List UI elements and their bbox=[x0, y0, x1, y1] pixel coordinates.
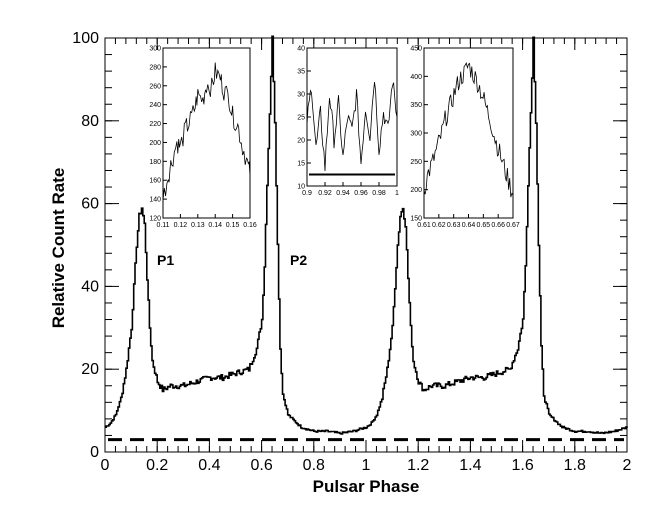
inset-y-tick-label: 350 bbox=[410, 102, 422, 109]
inset-y-tick-label: 250 bbox=[410, 159, 422, 166]
x-axis-title: Pulsar Phase bbox=[313, 477, 420, 496]
inset-y-tick-label: 140 bbox=[149, 197, 161, 204]
x-tick-label: 1.4 bbox=[459, 457, 481, 474]
inset-y-tick-label: 280 bbox=[149, 64, 161, 71]
inset-plot-1: 0.11 0.12 0.13 0.14 0.15 0.16 120 140 160 180 200 2… bbox=[149, 46, 257, 230]
inset-y-tick-label: 15 bbox=[297, 161, 305, 168]
inset-y-tick-label: 20 bbox=[297, 138, 305, 145]
inset-y-tick-label: 35 bbox=[297, 69, 305, 76]
y-tick-label: 80 bbox=[81, 113, 99, 130]
inset-y-tick-label: 220 bbox=[149, 121, 161, 128]
inset-plot-2: 0.9 0.92 0.94 0.96 0.98 1 10 15 20 25 30 35 40 bbox=[297, 46, 399, 198]
inset-y-tick-label: 10 bbox=[297, 184, 305, 191]
inset-y-tick-label: 30 bbox=[297, 92, 305, 99]
inset-x-tick-label: 0.63 bbox=[447, 222, 461, 229]
x-tick-label: 0 bbox=[101, 457, 110, 474]
inset-x-tick-label: 0.15 bbox=[226, 222, 240, 229]
inset-y-tick-label: 160 bbox=[149, 178, 161, 185]
inset-x-tick-label: 0.61 bbox=[417, 222, 431, 229]
x-tick-label: 1.8 bbox=[564, 457, 586, 474]
inset-x-tick-label: 0.98 bbox=[372, 190, 386, 197]
x-tick-label: 0.4 bbox=[198, 457, 220, 474]
y-axis-title: Relative Count Rate bbox=[49, 168, 68, 329]
y-tick-label: 20 bbox=[81, 361, 99, 378]
pulse-profile-series-line bbox=[105, 35, 628, 435]
inset-y-tick-label: 200 bbox=[149, 140, 161, 147]
inset-frame bbox=[423, 47, 514, 219]
inset-x-tick-label: 0.9 bbox=[302, 190, 312, 197]
inset-plots: 0.11 0.12 0.13 0.14 0.15 0.161201401601802002… bbox=[149, 46, 520, 230]
inset-x-tick-label: 0.13 bbox=[191, 222, 205, 229]
inset-y-tick-label: 400 bbox=[410, 74, 422, 81]
inset-x-tick-label: 1 bbox=[395, 190, 399, 197]
inset-x-tick-label: 0.67 bbox=[506, 222, 520, 229]
inset-x-tick-label: 0.65 bbox=[477, 222, 491, 229]
inset-frame bbox=[162, 47, 251, 219]
inset-x-tick-label: 0.92 bbox=[318, 190, 332, 197]
inset-series-line bbox=[306, 82, 398, 172]
inset-y-tick-label: 260 bbox=[149, 83, 161, 90]
peak-label-p2: P2 bbox=[290, 252, 307, 268]
inset-x-tick-label: 0.16 bbox=[243, 222, 257, 229]
inset-plot-3: 0.61 0.62 0.63 0.64 0.65 0.66 0.67 150 200 250 300… bbox=[410, 46, 520, 230]
x-tick-label: 1.2 bbox=[407, 457, 429, 474]
inset-x-tick-label: 0.66 bbox=[491, 222, 505, 229]
inset-x-tick-label: 0.62 bbox=[432, 222, 446, 229]
inset-x-tick-label: 0.11 bbox=[156, 222, 169, 229]
inset-x-tick-label: 0.12 bbox=[174, 222, 188, 229]
y-tick-label: 0 bbox=[90, 444, 99, 461]
inset-x-tick-label: 0.94 bbox=[336, 190, 350, 197]
peak-label-p1: P1 bbox=[157, 252, 174, 268]
inset-y-tick-label: 25 bbox=[297, 115, 305, 122]
inset-y-tick-label: 450 bbox=[410, 46, 422, 53]
inset-y-tick-label: 180 bbox=[149, 159, 161, 166]
x-tick-label: 2 bbox=[623, 457, 632, 474]
x-tick-label: 0.2 bbox=[146, 457, 168, 474]
inset-series-line bbox=[162, 62, 251, 201]
inset-y-tick-label: 240 bbox=[149, 102, 161, 109]
inset-y-tick-label: 40 bbox=[297, 46, 305, 53]
inset-y-tick-label: 150 bbox=[410, 216, 422, 223]
inset-x-tick-label: 0.64 bbox=[462, 222, 476, 229]
inset-y-tick-label: 300 bbox=[410, 131, 422, 138]
x-tick-label: 0.8 bbox=[303, 457, 325, 474]
inset-series-line bbox=[423, 62, 514, 198]
inset-y-tick-label: 200 bbox=[410, 187, 422, 194]
inset-x-tick-label: 0.14 bbox=[208, 222, 222, 229]
x-tick-label: 1 bbox=[362, 457, 371, 474]
inset-y-tick-label: 300 bbox=[149, 46, 161, 53]
x-tick-label: 0.6 bbox=[250, 457, 272, 474]
y-tick-label: 40 bbox=[81, 278, 99, 295]
y-tick-label: 100 bbox=[72, 30, 99, 47]
x-tick-label: 1.6 bbox=[511, 457, 533, 474]
y-tick-label: 60 bbox=[81, 196, 99, 213]
inset-frame bbox=[306, 47, 398, 187]
inset-y-tick-label: 120 bbox=[149, 216, 161, 223]
inset-x-tick-label: 0.96 bbox=[354, 190, 368, 197]
